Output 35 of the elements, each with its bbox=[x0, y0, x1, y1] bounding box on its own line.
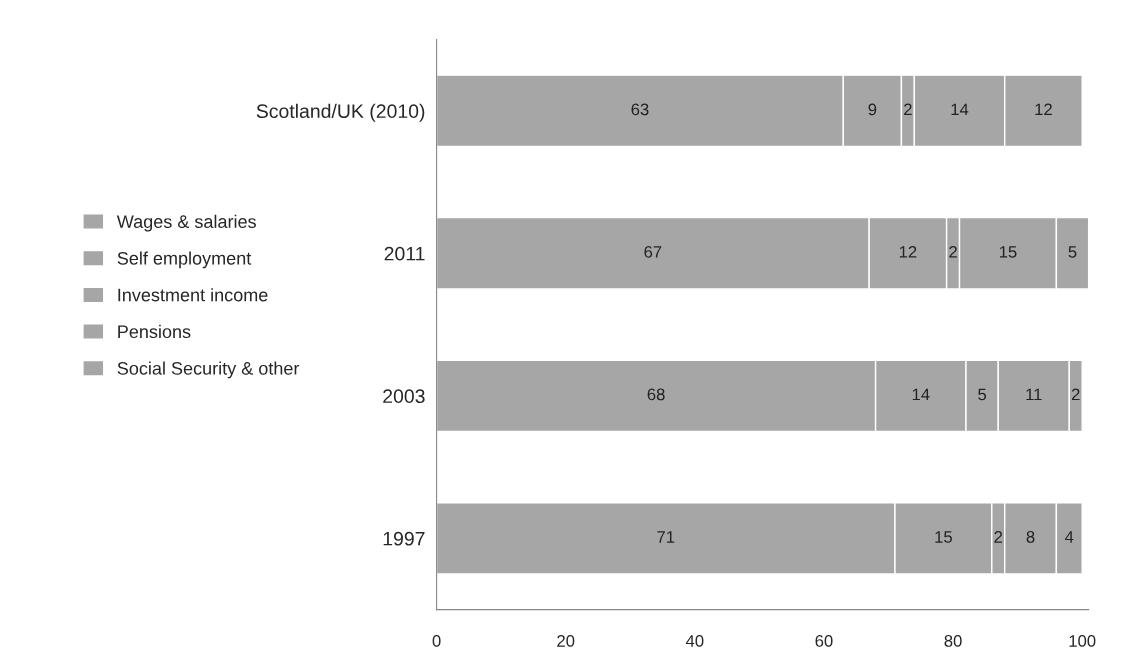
legend-label: Self employment bbox=[117, 251, 252, 269]
data-label: 12 bbox=[1035, 103, 1052, 116]
y-tick-label: 2011 bbox=[384, 246, 425, 261]
data-label: 12 bbox=[899, 245, 917, 258]
data-label: 2 bbox=[904, 103, 912, 116]
data-label: 67 bbox=[644, 245, 662, 258]
data-label: 4 bbox=[1065, 531, 1074, 543]
y-tick-label: Scotland/UK (2010) bbox=[256, 103, 425, 122]
legend-label: Social Security & other bbox=[117, 361, 300, 379]
data-label: 71 bbox=[657, 531, 675, 543]
data-label: 8 bbox=[1026, 530, 1035, 543]
data-label: 5 bbox=[1068, 246, 1077, 258]
data-label: 15 bbox=[999, 246, 1017, 258]
x-tick-label: 80 bbox=[944, 635, 962, 647]
data-label: 14 bbox=[951, 103, 969, 116]
data-label: 63 bbox=[631, 103, 649, 116]
x-tick-label: 0 bbox=[432, 635, 441, 647]
legend-label: Investment income bbox=[118, 288, 268, 302]
data-label: 14 bbox=[912, 388, 930, 401]
data-label: 11 bbox=[1026, 388, 1042, 401]
data-label: 68 bbox=[647, 388, 665, 401]
x-tick-label: 100 bbox=[1069, 635, 1096, 647]
data-label: 15 bbox=[935, 531, 952, 543]
data-label: 2 bbox=[949, 245, 957, 258]
x-tick-label: 60 bbox=[815, 635, 833, 647]
data-label: 2 bbox=[994, 530, 1003, 543]
x-tick-label: 20 bbox=[557, 635, 575, 647]
data-label: 9 bbox=[868, 103, 877, 116]
y-tick-label: 1997 bbox=[383, 531, 425, 546]
x-tick-label: 40 bbox=[685, 635, 704, 647]
data-label: 5 bbox=[978, 388, 987, 401]
legend-label: Wages & salaries bbox=[116, 214, 256, 232]
data-label: 2 bbox=[1071, 388, 1080, 401]
y-tick-label: 2003 bbox=[383, 389, 425, 404]
legend-label: Pensions bbox=[118, 324, 191, 339]
